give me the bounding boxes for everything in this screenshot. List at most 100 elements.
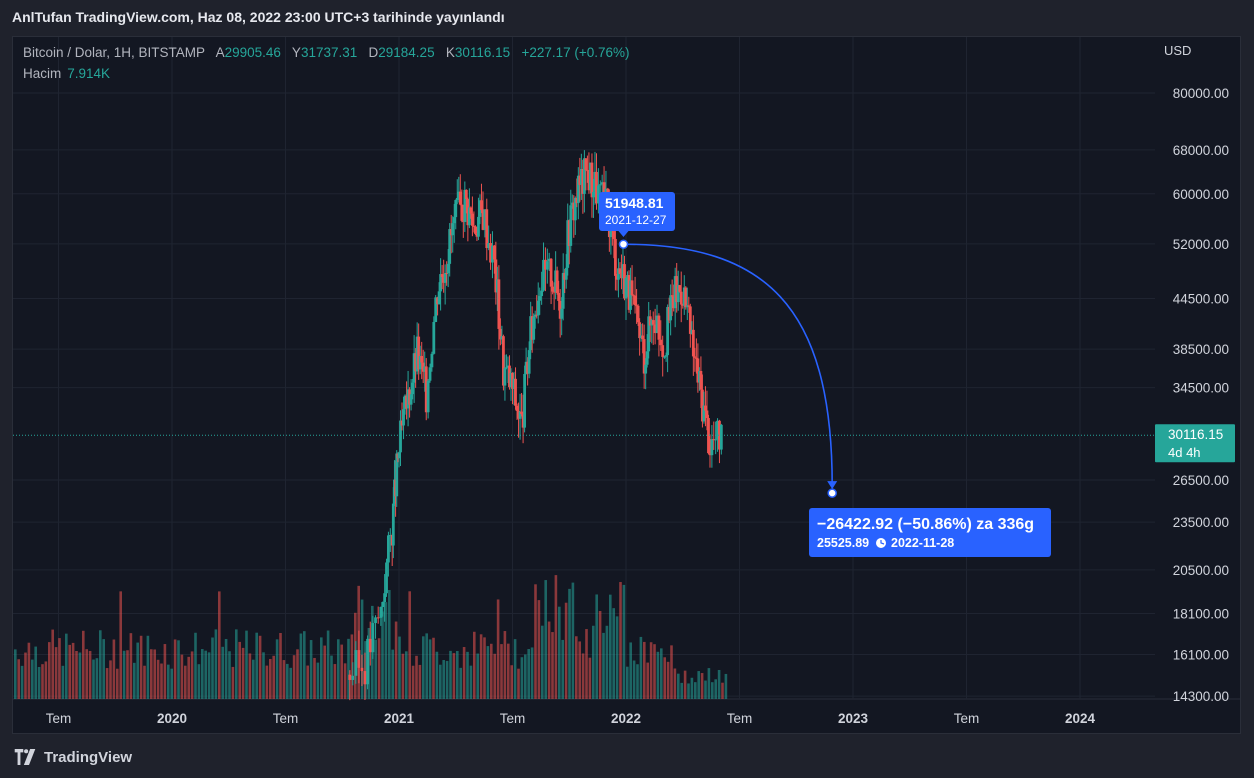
volume-bar — [442, 660, 445, 699]
candle-body — [417, 336, 421, 370]
candle-body — [644, 364, 648, 374]
volume-bar — [34, 646, 37, 699]
x-tick-label: 2022 — [611, 711, 641, 726]
candle-body — [688, 306, 692, 334]
volume-bar — [537, 600, 541, 699]
volume-bar — [687, 683, 690, 699]
volume-bar — [54, 647, 58, 699]
candle-body — [428, 367, 432, 381]
volume-bar — [279, 632, 282, 699]
footer-brand[interactable]: TradingView — [12, 746, 132, 768]
volume-label: Hacim — [23, 66, 62, 81]
volume-bar — [85, 649, 88, 699]
volume-bar — [221, 646, 224, 699]
candle-body — [469, 207, 473, 214]
volume-bar — [697, 671, 700, 699]
chart-pane[interactable]: Tem 2020 Tem 2021 Tem 2022 Tem 2023 Tem 2024 80000… — [12, 36, 1241, 734]
candle-body — [440, 274, 444, 278]
candle-body — [623, 264, 626, 299]
volume-bar — [575, 636, 578, 699]
candle-body — [648, 316, 652, 326]
candle-body — [576, 175, 580, 204]
volume-bar — [551, 632, 554, 699]
candle-body — [446, 263, 450, 274]
volume-bar — [323, 645, 326, 699]
candle-body — [478, 200, 482, 217]
x-tick-label: Tem — [273, 711, 299, 726]
candle-body — [707, 418, 710, 454]
volume-bar — [707, 668, 711, 699]
candle-body — [693, 356, 697, 358]
volume-bar — [129, 633, 133, 699]
candle-body — [682, 287, 686, 306]
candle-body — [587, 170, 591, 191]
candle-body — [630, 280, 634, 296]
x-tick-label: 2021 — [384, 711, 415, 726]
candle-body — [418, 355, 422, 370]
candle-body — [517, 410, 520, 419]
volume-bar — [411, 665, 415, 699]
candle-body — [596, 185, 600, 204]
candle-body — [399, 420, 402, 453]
candle-body — [457, 191, 461, 198]
candle-body — [526, 361, 530, 374]
candle-body — [659, 339, 663, 346]
candle-body — [566, 220, 570, 268]
candle-body — [426, 380, 430, 413]
candle-body — [463, 189, 467, 222]
volume-bar — [629, 642, 632, 699]
anchor-start-handle[interactable] — [618, 239, 629, 249]
close-value: 30116.15 — [454, 45, 511, 60]
volume-bar — [326, 630, 330, 699]
candlesticks — [348, 150, 723, 701]
candle-body — [552, 291, 556, 293]
candle-body — [719, 424, 723, 450]
candle-body — [540, 290, 544, 297]
candle-body — [387, 535, 390, 563]
projection-arc[interactable] — [623, 243, 833, 486]
currency-label[interactable]: USD — [1164, 43, 1192, 58]
candle-body — [411, 382, 415, 395]
volume-bar — [422, 636, 425, 699]
volume-bar — [204, 650, 207, 699]
candle-body — [452, 217, 456, 224]
volume-bar — [408, 591, 411, 699]
volume-bar — [425, 633, 428, 699]
volume-bar — [68, 644, 71, 699]
volume-bar — [109, 660, 112, 699]
candle-body — [487, 243, 491, 249]
candle-body — [474, 226, 477, 234]
volume-bar — [207, 652, 211, 699]
volume-bar — [126, 650, 129, 699]
open-value: 29905.46 — [224, 45, 281, 60]
candle-body — [498, 328, 502, 340]
volume-bar — [156, 659, 160, 699]
candle-body — [579, 168, 583, 185]
price-chart[interactable]: Tem 2020 Tem 2021 Tem 2022 Tem 2023 Tem 2024 80000… — [13, 37, 1241, 734]
projection-annotation[interactable]: 51948.81 2021-12-27 −26422.92 (−50.86%) za… — [599, 192, 1051, 557]
candle-body — [670, 295, 674, 297]
volume-bar — [510, 665, 513, 699]
candle-body — [661, 345, 665, 357]
volume-bar — [581, 653, 585, 699]
volume-bar — [605, 625, 609, 699]
volume-bar — [150, 649, 153, 699]
candle-body — [542, 259, 545, 291]
candle-body — [477, 216, 480, 237]
y-tick-label: 14300.00 — [1173, 689, 1229, 704]
x-tick-label: Tem — [500, 711, 526, 726]
tradingview-logo-icon — [14, 749, 36, 765]
candle-body — [472, 225, 476, 227]
volume-bar — [337, 639, 340, 699]
volume-bar — [180, 654, 184, 699]
volume-bar — [588, 657, 592, 699]
candle-body — [669, 295, 673, 321]
candle-body — [551, 286, 555, 292]
volume-bar — [272, 655, 275, 699]
anchor-end-handle[interactable] — [827, 488, 837, 498]
y-tick-label: 80000.00 — [1173, 86, 1229, 101]
bar-countdown: 4d 4h — [1168, 445, 1201, 460]
last-price-tag: 30116.15 4d 4h — [1155, 424, 1235, 463]
y-tick-label: 26500.00 — [1173, 473, 1229, 488]
candle-body — [639, 335, 643, 339]
